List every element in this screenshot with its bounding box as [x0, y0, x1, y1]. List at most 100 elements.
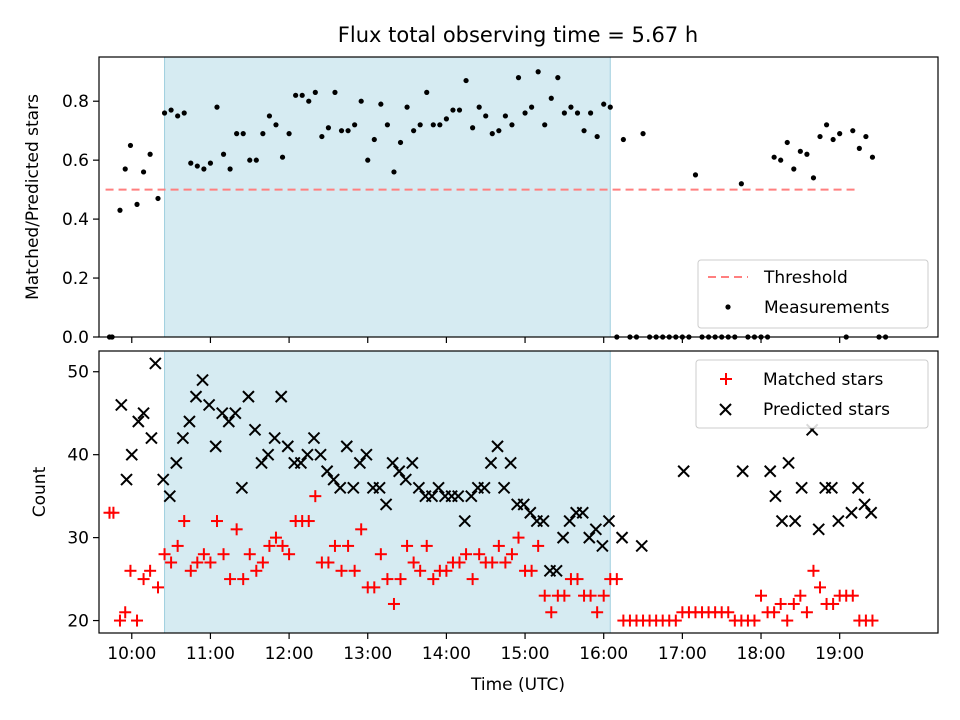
predicted-point: [458, 514, 471, 528]
matched-point: [545, 606, 558, 619]
matched-point: [217, 548, 230, 561]
predicted-point: [504, 456, 517, 470]
predicted-point: [281, 440, 294, 453]
predicted-point: [261, 448, 275, 461]
matched-point: [394, 573, 407, 586]
predicted-point: [537, 514, 550, 528]
predicted-point: [176, 431, 190, 445]
matched-point: [486, 556, 499, 569]
bottom-shaded-interval: [164, 350, 611, 634]
matched-point: [335, 564, 348, 577]
matched-point: [499, 556, 512, 569]
measurement-point: [797, 148, 803, 154]
matched-point: [414, 564, 427, 577]
x-tick-label: 15:00: [501, 644, 550, 664]
predicted-point: [242, 390, 255, 403]
predicted-point: [125, 448, 138, 461]
predicted-point: [353, 456, 367, 470]
measurement-point: [581, 128, 587, 134]
matched-point: [827, 597, 840, 610]
predicted-point: [379, 498, 393, 511]
measurement-point: [168, 107, 174, 113]
matched-point: [381, 573, 394, 586]
measurement-point: [240, 131, 246, 137]
matched-point: [781, 614, 794, 627]
measurement-point: [594, 133, 600, 140]
y-tick-label: 30: [67, 529, 89, 549]
matched-point: [144, 564, 157, 577]
predicted-point: [334, 481, 347, 495]
measurement-point: [286, 131, 292, 137]
measurement-point: [134, 201, 140, 207]
matched-point: [276, 539, 289, 552]
measurement-point: [319, 133, 325, 140]
predicted-point: [769, 489, 782, 503]
matched-point: [269, 531, 282, 544]
bottom-y-axis-label: Count: [30, 466, 50, 517]
predicted-point: [216, 406, 229, 420]
measurement-point: [515, 75, 522, 81]
matched-point: [748, 614, 761, 627]
matched-point: [158, 548, 171, 561]
predicted-point: [775, 514, 789, 528]
measurement-point: [437, 122, 443, 128]
matched-point: [178, 515, 191, 528]
measurement-point: [253, 157, 259, 163]
measurement-point: [620, 136, 626, 143]
measurement-point: [856, 145, 862, 151]
x-tick-label: 17:00: [658, 644, 707, 664]
predicted-point: [832, 514, 845, 528]
measurement-point: [738, 181, 744, 187]
predicted-point: [864, 506, 878, 519]
top-legend: Threshold Measurements: [697, 259, 929, 329]
top-panel: 0.00.20.40.60.8 Matched/Predicted stars …: [23, 56, 939, 348]
chart-title: Flux total observing time = 5.67 h: [338, 23, 698, 47]
y-tick-label: 0.2: [62, 269, 89, 289]
bottom-x-axis: 10:00 11:00 12:00 13:00 14:00 15:00 16:00 17:00…: [107, 633, 864, 664]
measurement-point: [607, 104, 613, 110]
matched-point: [137, 573, 150, 586]
predicted-point: [189, 390, 203, 403]
predicted-point: [491, 440, 504, 453]
predicted-point: [788, 514, 802, 528]
measurement-point: [804, 151, 810, 157]
measurement-point: [535, 69, 541, 75]
measurement-point: [397, 139, 404, 146]
predicted-point: [556, 531, 570, 544]
matched-point: [368, 581, 381, 594]
x-tick-label: 16:00: [579, 644, 628, 664]
predicted-point: [615, 531, 629, 544]
predicted-point: [825, 481, 839, 495]
predicted-point: [425, 489, 439, 503]
measurement-point: [869, 154, 876, 160]
matched-point: [348, 564, 361, 577]
predicted-point: [858, 498, 871, 511]
matched-point: [374, 548, 387, 561]
matched-point: [538, 589, 551, 602]
matched-point: [197, 548, 210, 561]
predicted-point: [782, 456, 795, 470]
measurement-point: [122, 166, 128, 172]
measurement-point: [299, 92, 305, 98]
measurement-point: [692, 172, 699, 178]
measurement-point: [201, 166, 207, 172]
predicted-point: [635, 539, 648, 553]
measurement-point: [574, 110, 581, 116]
measurement-point: [476, 104, 482, 110]
predicted-point: [497, 481, 511, 495]
x-tick-label: 11:00: [186, 644, 235, 664]
predicted-point: [235, 481, 249, 495]
measurement-point: [378, 101, 384, 107]
predicted-point: [451, 489, 465, 503]
bottom-series: [103, 357, 879, 627]
measurement-point: [529, 104, 535, 110]
predicted-point: [563, 514, 576, 528]
matched-point: [171, 539, 184, 552]
predicted-point: [484, 456, 498, 470]
predicted-point: [763, 465, 777, 478]
matched-point: [210, 515, 223, 528]
predicted-point: [248, 423, 262, 437]
measurement-point: [561, 110, 567, 116]
matched-point: [420, 539, 433, 552]
matched-point: [302, 515, 315, 528]
